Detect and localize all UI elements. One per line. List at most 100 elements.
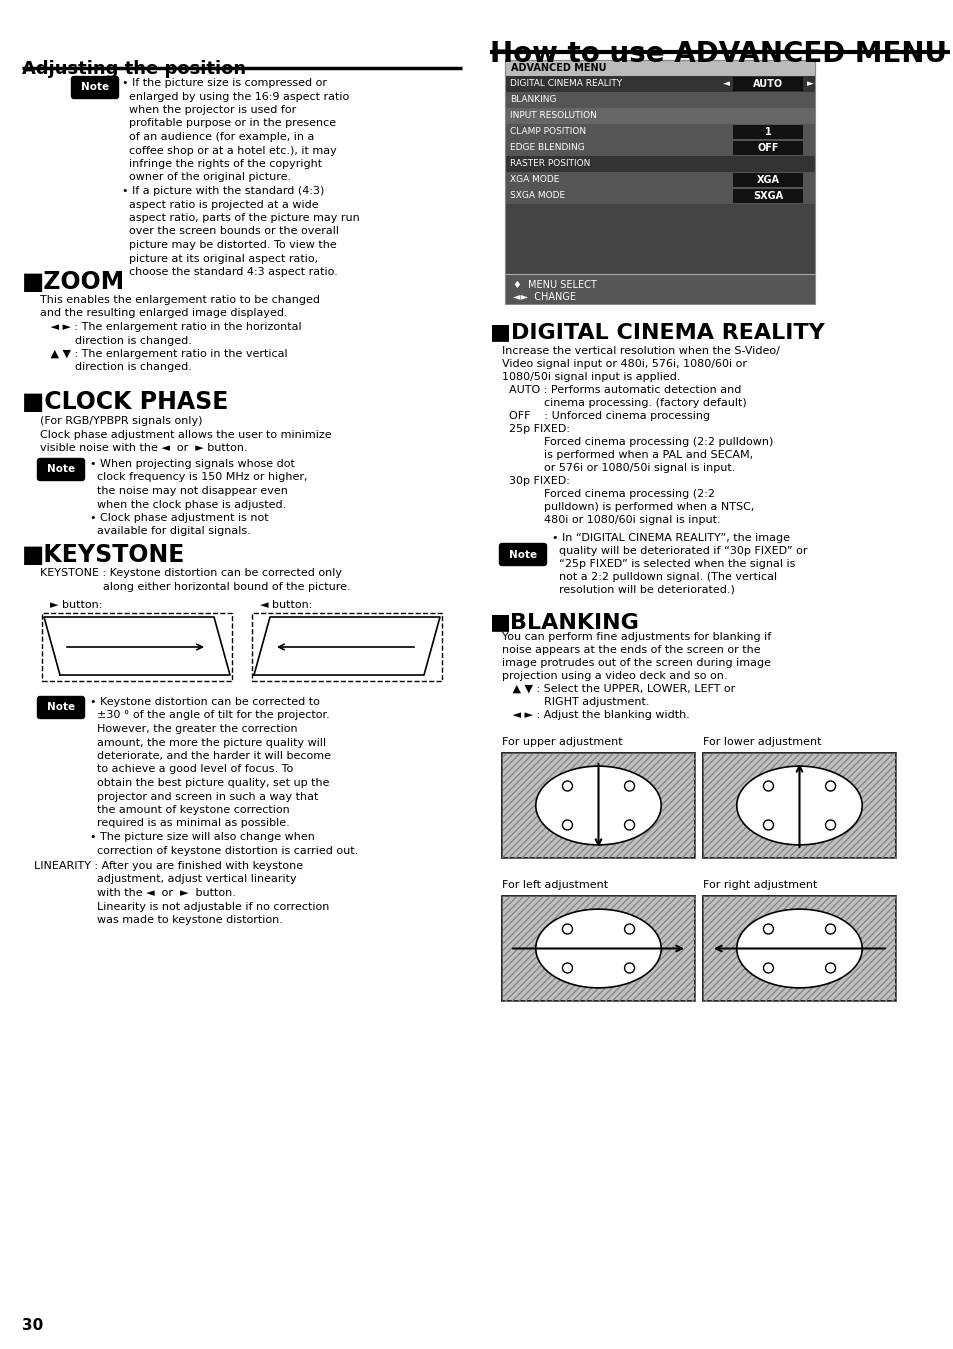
Text: ◄ ► : The enlargement ratio in the horizontal: ◄ ► : The enlargement ratio in the horiz… — [40, 322, 301, 332]
Bar — [702, 896, 895, 1001]
Bar — [501, 753, 695, 858]
Text: ▲ ▼ : Select the UPPER, LOWER, LEFT or: ▲ ▼ : Select the UPPER, LOWER, LEFT or — [501, 684, 735, 693]
Text: For left adjustment: For left adjustment — [501, 880, 607, 890]
Text: SXGA: SXGA — [752, 192, 782, 201]
Text: EDGE BLENDING: EDGE BLENDING — [510, 143, 584, 152]
Bar — [702, 753, 895, 858]
Text: aspect ratio, parts of the picture may run: aspect ratio, parts of the picture may r… — [122, 213, 359, 223]
Text: along either horizontal bound of the picture.: along either horizontal bound of the pic… — [40, 581, 351, 592]
Text: owner of the original picture.: owner of the original picture. — [122, 173, 291, 182]
Circle shape — [562, 924, 572, 934]
Text: projection using a video deck and so on.: projection using a video deck and so on. — [501, 670, 727, 681]
Bar — [504, 92, 814, 108]
Text: Adjusting the position: Adjusting the position — [22, 59, 246, 78]
Text: when the projector is used for: when the projector is used for — [122, 105, 296, 115]
Text: over the screen bounds or the overall: over the screen bounds or the overall — [122, 227, 338, 236]
Text: amount, the more the picture quality will: amount, the more the picture quality wil… — [90, 738, 326, 747]
Bar — [732, 125, 802, 139]
Circle shape — [562, 963, 572, 973]
Text: INPUT RESOLUTION: INPUT RESOLUTION — [510, 111, 597, 120]
Circle shape — [824, 963, 835, 973]
Text: You can perform fine adjustments for blanking if: You can perform fine adjustments for bla… — [501, 631, 770, 642]
Ellipse shape — [736, 766, 862, 844]
Bar — [504, 76, 814, 92]
Text: available for digital signals.: available for digital signals. — [90, 526, 251, 537]
Text: • If the picture size is compressed or: • If the picture size is compressed or — [122, 78, 327, 88]
Text: However, the greater the correction: However, the greater the correction — [90, 724, 297, 734]
Text: when the clock phase is adjusted.: when the clock phase is adjusted. — [90, 499, 286, 510]
Text: • In “DIGITAL CINEMA REALITY”, the image: • In “DIGITAL CINEMA REALITY”, the image — [552, 533, 789, 544]
Text: Linearity is not adjustable if no correction: Linearity is not adjustable if no correc… — [34, 901, 329, 912]
Text: Increase the vertical resolution when the S-Video/: Increase the vertical resolution when th… — [501, 345, 779, 356]
Text: ♦  MENU SELECT: ♦ MENU SELECT — [513, 281, 597, 290]
Text: aspect ratio is projected at a wide: aspect ratio is projected at a wide — [122, 200, 318, 209]
Text: Note: Note — [81, 82, 109, 93]
Text: ► button:: ► button: — [50, 600, 102, 610]
Text: and the resulting enlarged image displayed.: and the resulting enlarged image display… — [40, 309, 287, 318]
Bar — [501, 753, 695, 858]
Text: OFF: OFF — [757, 143, 778, 152]
Bar — [504, 108, 814, 124]
Text: the amount of keystone correction: the amount of keystone correction — [90, 805, 290, 815]
FancyBboxPatch shape — [37, 696, 85, 719]
Text: enlarged by using the 16:9 aspect ratio: enlarged by using the 16:9 aspect ratio — [122, 92, 349, 101]
Circle shape — [762, 781, 773, 791]
Text: noise appears at the ends of the screen or the: noise appears at the ends of the screen … — [501, 645, 760, 656]
Text: Clock phase adjustment allows the user to minimize: Clock phase adjustment allows the user t… — [40, 429, 332, 440]
Bar — [732, 77, 802, 90]
Text: For upper adjustment: For upper adjustment — [501, 737, 622, 747]
Text: with the ◄  or  ►  button.: with the ◄ or ► button. — [34, 888, 235, 898]
Bar — [504, 274, 814, 304]
Text: clock frequency is 150 MHz or higher,: clock frequency is 150 MHz or higher, — [90, 472, 307, 483]
Text: to achieve a good level of focus. To: to achieve a good level of focus. To — [90, 765, 293, 774]
Circle shape — [624, 820, 634, 830]
Ellipse shape — [536, 909, 660, 987]
Bar — [504, 188, 814, 204]
Text: Note: Note — [47, 464, 75, 475]
Text: This enables the enlargement ratio to be changed: This enables the enlargement ratio to be… — [40, 295, 319, 305]
Text: picture may be distorted. To view the: picture may be distorted. To view the — [122, 240, 336, 250]
Text: ■ZOOM: ■ZOOM — [22, 270, 125, 294]
Text: Forced cinema processing (2:2 pulldown): Forced cinema processing (2:2 pulldown) — [501, 437, 773, 447]
Text: deteriorate, and the harder it will become: deteriorate, and the harder it will beco… — [90, 751, 331, 761]
Bar — [501, 896, 695, 1001]
Text: Video signal input or 480i, 576i, 1080/60i or: Video signal input or 480i, 576i, 1080/6… — [501, 359, 746, 370]
Circle shape — [824, 820, 835, 830]
Text: For lower adjustment: For lower adjustment — [702, 737, 821, 747]
Text: XGA MODE: XGA MODE — [510, 175, 558, 183]
Circle shape — [624, 924, 634, 934]
Bar — [504, 124, 814, 140]
Text: • The picture size will also change when: • The picture size will also change when — [90, 832, 314, 842]
Text: obtain the best picture quality, set up the: obtain the best picture quality, set up … — [90, 778, 329, 788]
Text: “25p FIXED” is selected when the signal is: “25p FIXED” is selected when the signal … — [552, 558, 795, 569]
Text: ◄: ◄ — [722, 80, 729, 88]
Bar — [702, 896, 895, 1001]
Text: RIGHT adjustment.: RIGHT adjustment. — [501, 697, 649, 707]
Circle shape — [624, 781, 634, 791]
Text: adjustment, adjust vertical linearity: adjustment, adjust vertical linearity — [34, 874, 296, 885]
Text: AUTO: AUTO — [752, 80, 782, 89]
Text: Note: Note — [47, 703, 75, 712]
Text: • When projecting signals whose dot: • When projecting signals whose dot — [90, 459, 294, 469]
Text: OFF    : Unforced cinema processing: OFF : Unforced cinema processing — [501, 411, 709, 421]
Text: BLANKING: BLANKING — [510, 94, 556, 104]
Text: (For RGB/YPBPR signals only): (For RGB/YPBPR signals only) — [40, 415, 202, 426]
Bar — [504, 173, 814, 188]
Bar — [504, 140, 814, 156]
Text: pulldown) is performed when a NTSC,: pulldown) is performed when a NTSC, — [501, 502, 754, 513]
Text: picture at its original aspect ratio,: picture at its original aspect ratio, — [122, 254, 317, 263]
Text: Forced cinema processing (2:2: Forced cinema processing (2:2 — [501, 488, 714, 499]
Text: ◄ button:: ◄ button: — [260, 600, 312, 610]
Circle shape — [824, 924, 835, 934]
Text: profitable purpose or in the presence: profitable purpose or in the presence — [122, 119, 335, 128]
Text: ■DIGITAL CINEMA REALITY: ■DIGITAL CINEMA REALITY — [490, 322, 824, 343]
Text: visible noise with the ◄  or  ► button.: visible noise with the ◄ or ► button. — [40, 442, 248, 453]
Text: direction is changed.: direction is changed. — [40, 363, 192, 372]
Circle shape — [562, 781, 572, 791]
Circle shape — [824, 781, 835, 791]
Text: infringe the rights of the copyright: infringe the rights of the copyright — [122, 159, 322, 169]
Text: required is as minimal as possible.: required is as minimal as possible. — [90, 819, 290, 828]
Text: direction is changed.: direction is changed. — [40, 336, 192, 345]
Text: • Keystone distortion can be corrected to: • Keystone distortion can be corrected t… — [90, 697, 319, 707]
Bar — [732, 142, 802, 155]
